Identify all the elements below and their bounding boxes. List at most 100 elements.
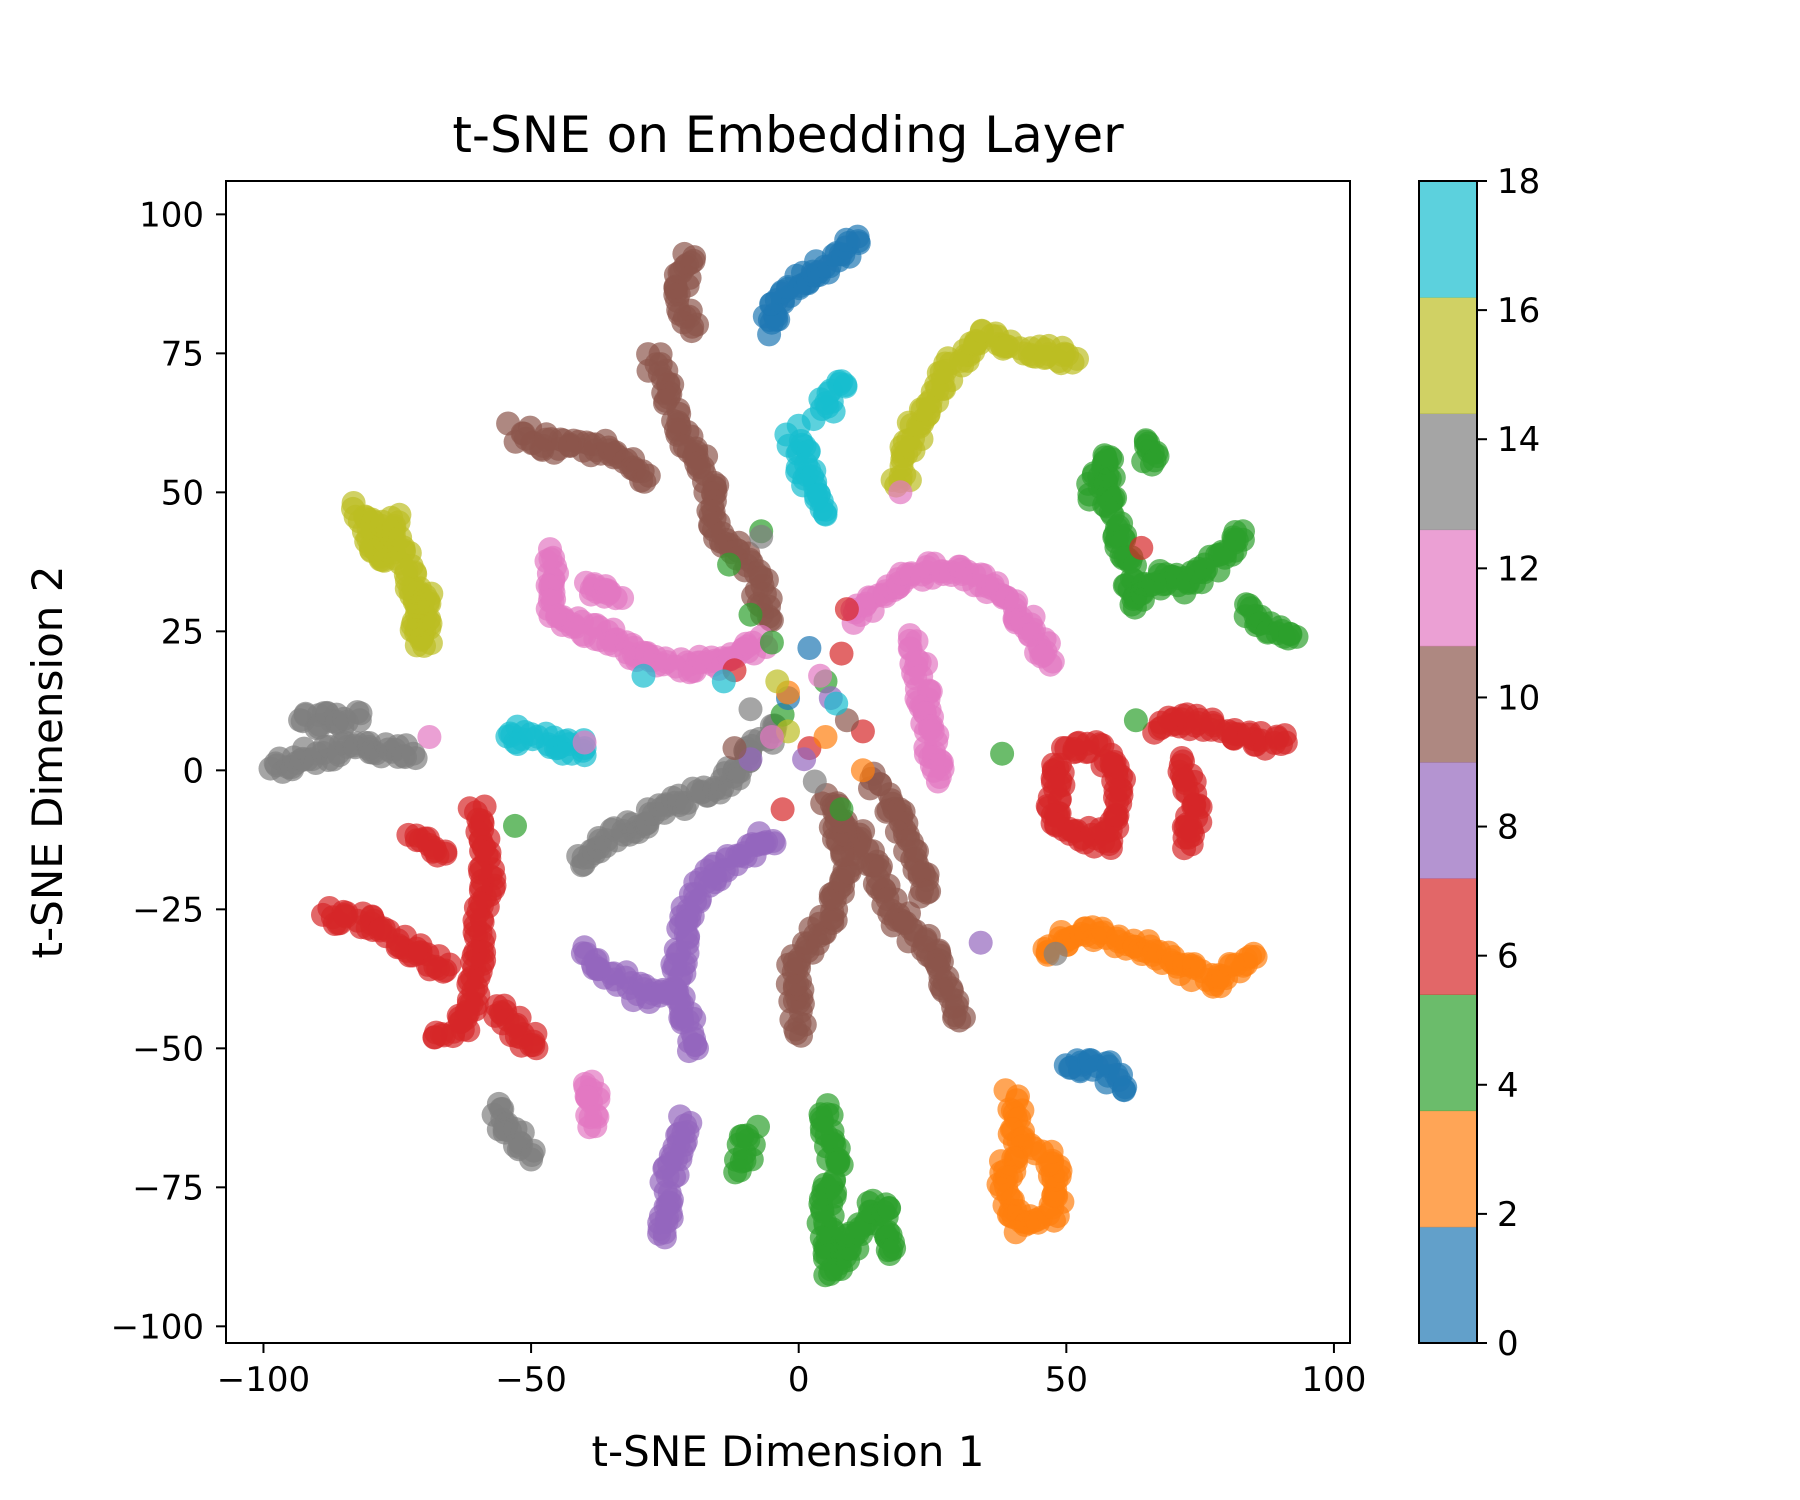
scatter-point	[422, 1025, 447, 1050]
colorbar-segment	[1419, 645, 1477, 763]
scatter-point	[824, 691, 849, 716]
colorbar-tick-label: 2	[1497, 1195, 1519, 1235]
scatter-point	[759, 725, 784, 749]
scatter-point	[738, 697, 763, 722]
scatter-point	[433, 841, 458, 866]
colorbar-segment	[1419, 413, 1477, 531]
scatter-point	[722, 736, 747, 761]
y-tick-label: 0	[182, 751, 204, 791]
scatter-point	[685, 1036, 709, 1061]
y-tick-label: 50	[161, 473, 204, 513]
cluster-label-4	[1233, 592, 1309, 651]
scatter-point	[347, 708, 372, 733]
x-tick-label: 100	[1301, 1360, 1366, 1400]
colorbar-segment	[1419, 529, 1477, 647]
scatter-point	[433, 958, 458, 983]
cluster-label-12	[897, 623, 955, 794]
scatter-point	[503, 813, 527, 838]
colorbar-tick-label: 14	[1497, 420, 1540, 460]
scatter-point	[738, 602, 763, 627]
cluster-label-6	[483, 993, 549, 1061]
y-tick-label: 100	[139, 195, 204, 235]
x-tick-label: −50	[495, 1360, 567, 1400]
cluster-label-4	[806, 1093, 907, 1288]
scatter-point	[610, 586, 635, 610]
scatter-point	[652, 1225, 677, 1250]
cluster-label-6	[1035, 730, 1136, 860]
cluster-label-6	[1167, 746, 1213, 861]
y-tick-label: 75	[161, 334, 204, 374]
colorbar-tick-label: 12	[1497, 549, 1540, 589]
colorbar-tick-label: 0	[1497, 1324, 1519, 1364]
colorbar-segment	[1419, 878, 1477, 995]
y-tick-label: −50	[132, 1029, 204, 1069]
scatter-point	[1113, 1075, 1138, 1100]
colorbar-tick-label: 10	[1497, 678, 1540, 718]
x-tick-label: −100	[217, 1360, 310, 1400]
scatter-points	[258, 224, 1309, 1288]
scatter-point	[770, 797, 795, 822]
scatter-point	[636, 463, 661, 488]
cluster-label-8	[570, 935, 690, 1014]
scatter-point	[631, 663, 656, 688]
cluster-label-8	[647, 1104, 703, 1250]
x-axis-ticks: −100 −50 0 50 100	[217, 1343, 1366, 1400]
scatter-point	[1172, 836, 1197, 861]
cluster-label-14	[566, 713, 788, 878]
scatter-point	[417, 725, 442, 749]
scatter-point	[925, 769, 950, 794]
scatter-point	[1065, 346, 1089, 371]
scatter-point	[1273, 730, 1298, 755]
cluster-label-12	[572, 1069, 611, 1140]
cluster-label-4	[1076, 443, 1255, 620]
cluster-label-18	[801, 369, 858, 432]
scatter-point	[802, 769, 827, 794]
cluster-label-12	[840, 551, 1065, 677]
scatter-point	[813, 725, 838, 749]
scatter-point	[519, 1147, 544, 1172]
scatter-point	[888, 480, 913, 505]
cluster-label-18	[774, 413, 838, 527]
cluster-label-6	[311, 896, 462, 984]
scatter-point	[947, 1008, 972, 1033]
cluster-label-10	[496, 411, 661, 494]
scatter-point	[679, 319, 704, 344]
scatter-point	[417, 591, 442, 616]
cluster-label-16	[341, 491, 444, 658]
colorbar-frame	[1418, 180, 1478, 1344]
scatter-point	[711, 669, 736, 694]
scatter-point	[524, 1036, 549, 1061]
scatter-point	[915, 880, 940, 905]
scatter-point	[808, 663, 833, 688]
scatter-point	[1022, 1136, 1047, 1161]
scatter-point	[1043, 941, 1068, 966]
colorbar-tick-label: 18	[1497, 162, 1540, 202]
cluster-label-10	[775, 802, 865, 1048]
colorbar-ticks: 0 2 4 6 8 10 12 14 16 18	[1477, 162, 1540, 1364]
scatter-point	[829, 641, 854, 666]
scatter-point	[749, 524, 774, 549]
cluster-label-10	[663, 241, 709, 344]
colorbar-tick-label: 16	[1497, 291, 1540, 331]
y-tick-label: 25	[161, 612, 204, 652]
scatter-point	[1231, 519, 1255, 544]
cluster-label-0	[752, 224, 871, 347]
x-axis-title: t-SNE Dimension 1	[592, 1427, 985, 1476]
scatter-point	[1241, 941, 1266, 966]
scatter-point	[1129, 535, 1154, 560]
scatter-point	[1054, 736, 1079, 761]
cluster-label-8	[657, 821, 787, 1064]
scatter-point	[797, 636, 822, 660]
cluster-label-6	[396, 822, 458, 868]
cluster-label-6	[422, 794, 507, 1050]
scatter-point	[572, 730, 597, 755]
y-tick-label: −100	[111, 1307, 204, 1347]
cluster-label-2	[986, 1078, 1075, 1245]
colorbar-segment	[1419, 994, 1477, 1112]
colorbar-segment	[1419, 1226, 1477, 1344]
cluster-label-4	[1131, 428, 1170, 477]
colorbar-tick-label: 8	[1497, 808, 1519, 848]
scatter-point	[765, 669, 790, 694]
colorbar-segment	[1419, 762, 1477, 879]
